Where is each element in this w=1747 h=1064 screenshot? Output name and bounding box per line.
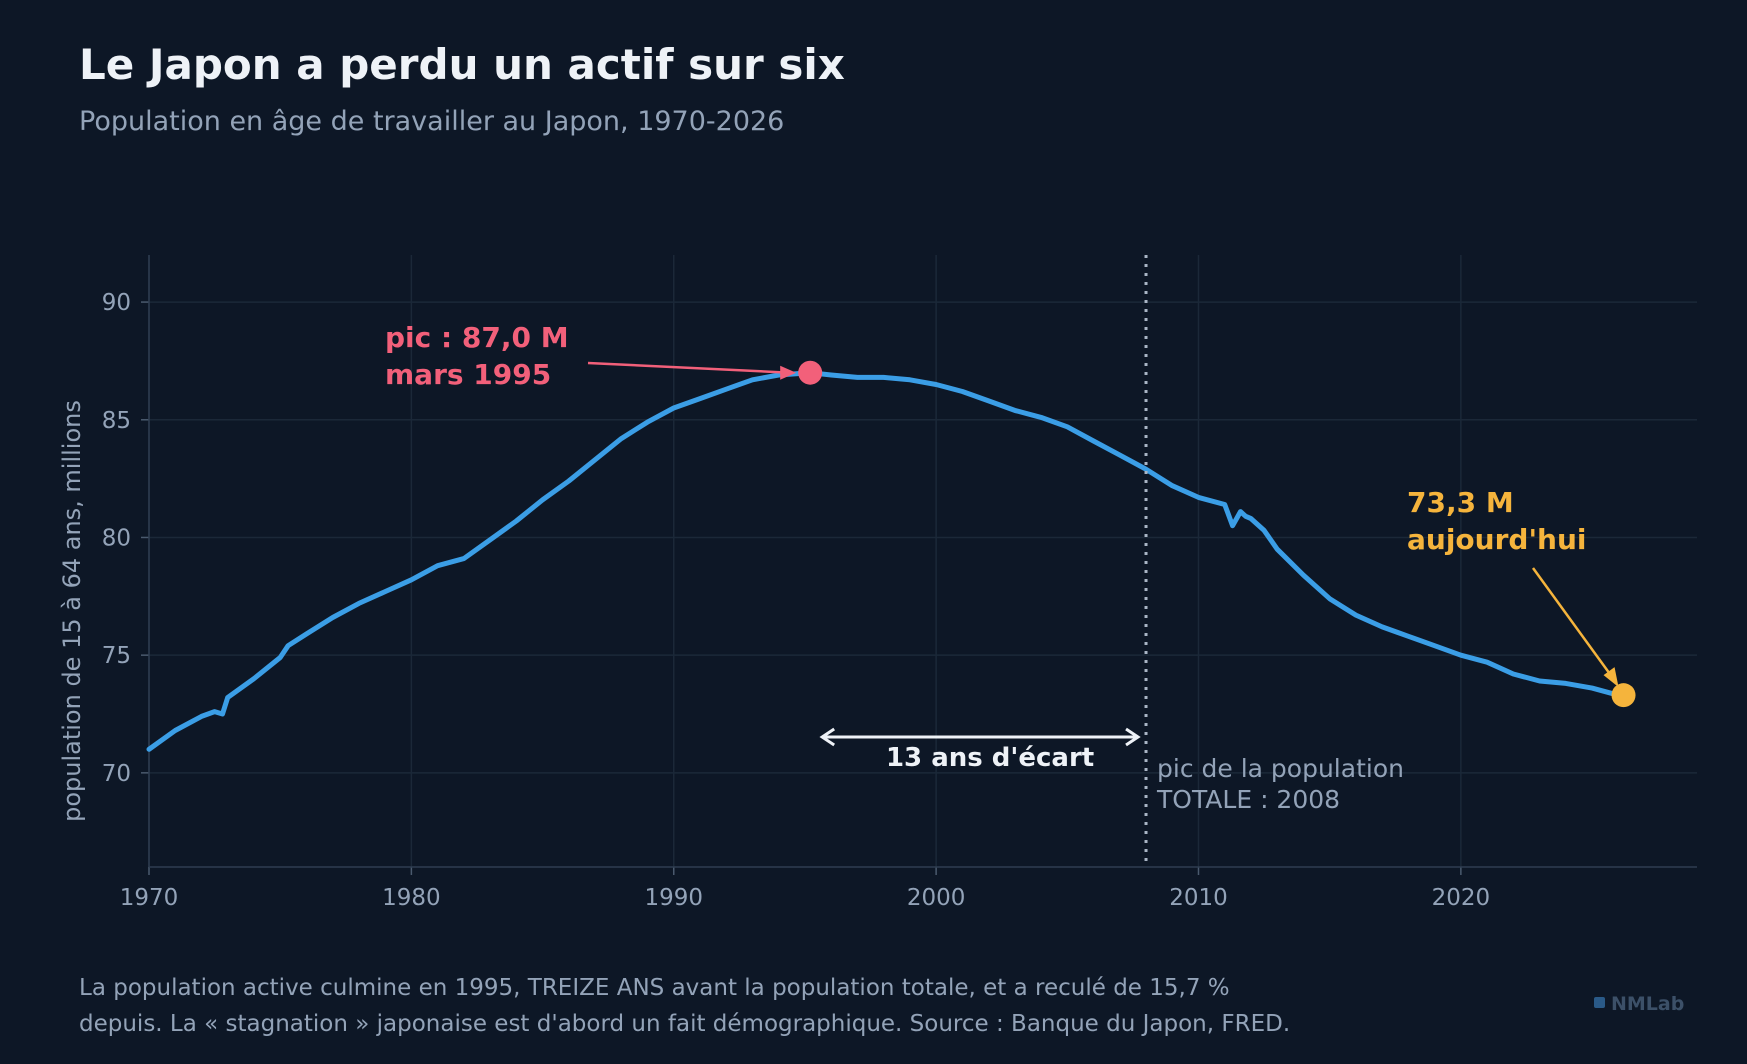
x-tick-label: 2020 — [1432, 885, 1491, 911]
gap-arrow-right-head — [1125, 727, 1141, 747]
x-tick-label: 1980 — [382, 885, 441, 911]
x-tick-label: 1990 — [644, 885, 703, 911]
peak-label-line-1: pic : 87,0 M — [385, 321, 569, 354]
y-tick-label: 80 — [102, 525, 131, 551]
y-tick-label: 85 — [102, 408, 131, 434]
y-axis-label: population de 15 à 64 ans, millions — [58, 400, 86, 822]
x-tick-label: 2000 — [907, 885, 966, 911]
peak-arrow-line — [587, 361, 791, 374]
peak-label-line-2: mars 1995 — [385, 358, 551, 391]
y-tick-label: 90 — [102, 290, 131, 316]
peak-arrow-head — [780, 365, 797, 380]
footnote-line-1: La population active culmine en 1995, TR… — [79, 975, 1230, 1001]
footnote-line-2: depuis. La « stagnation » japonaise est … — [79, 1011, 1291, 1037]
gap-label: 13 ans d'écart — [886, 743, 1094, 773]
brand-logo: NMLab — [1594, 993, 1684, 1015]
axes: 1970 1980 1990 2000 2010 2020 70 75 80 85 90 popula… — [58, 255, 1697, 911]
current-arrow-head — [1603, 667, 1619, 688]
population-series-line — [146, 370, 1621, 752]
current-label-line-2: aujourd'hui — [1407, 523, 1586, 556]
chart-title: Le Japon a perdu un actif sur six — [79, 40, 845, 89]
x-tick-label: 1970 — [120, 885, 179, 911]
current-marker — [1611, 683, 1636, 708]
current-arrow-line — [1531, 567, 1618, 684]
y-tick-label: 75 — [102, 643, 131, 669]
series-layer — [146, 370, 1621, 752]
y-tick-label: 70 — [102, 761, 131, 787]
brand-name: NMLab — [1611, 993, 1685, 1015]
vline-label-line-1: pic de la population — [1157, 754, 1404, 783]
peak-marker — [798, 360, 823, 385]
current-label-line-1: 73,3 M — [1407, 486, 1514, 519]
chart-subtitle: Population en âge de travailler au Japon… — [79, 106, 785, 137]
chart-footnote: La population active culmine en 1995, TR… — [79, 970, 1529, 1042]
brand-square-icon — [1594, 997, 1605, 1008]
grid-lines — [148, 255, 1697, 867]
gap-arrow-left-head — [819, 727, 836, 747]
x-tick-label: 2010 — [1169, 885, 1228, 911]
vline-label-line-2: TOTALE : 2008 — [1156, 785, 1340, 814]
